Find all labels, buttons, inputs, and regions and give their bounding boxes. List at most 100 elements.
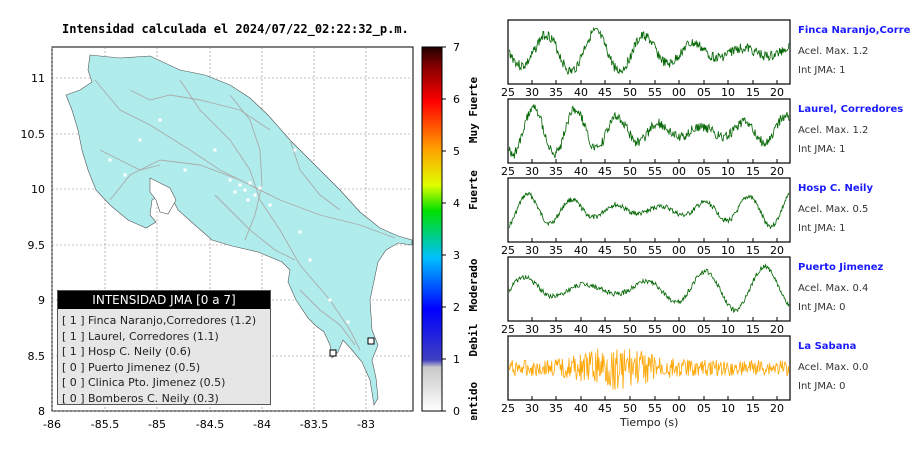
legend-station-label: Laurel, Corredores (1.1) [88, 329, 219, 343]
time-tick-label: 10 [721, 165, 735, 178]
time-tick-label: 45 [598, 86, 612, 99]
time-tick-label: 20 [770, 323, 784, 336]
station-name: Finca Naranjo,Corredores [798, 25, 910, 36]
seismogram-panel: 25 30 35 40 45 50 55 00 05 10 15 20 [501, 177, 791, 257]
town-dot [293, 148, 297, 152]
jma-intensity: Int JMA: 0 [798, 381, 846, 392]
station-name: Puerto Jimenez [798, 262, 884, 273]
lon-tick-label: -86 [43, 418, 61, 431]
time-tick-label: 50 [623, 165, 637, 178]
time-tick-label: 30 [525, 244, 539, 257]
colorbar-tick-label: 6 [453, 93, 460, 106]
time-tick-label: 40 [574, 244, 588, 257]
time-tick-label: 05 [697, 402, 711, 415]
time-tick-label: 05 [697, 244, 711, 257]
station-marker [367, 337, 375, 345]
max-acceleration: Acel. Max. 0.0 [798, 362, 869, 373]
time-tick-label: 15 [746, 323, 760, 336]
jma-intensity: Int JMA: 1 [798, 65, 846, 76]
jma-intensity: Int JMA: 0 [798, 302, 846, 313]
time-tick-label: 10 [721, 244, 735, 257]
map-axis-ticks: -86 -85.5 -85 -84.5 -84 -83.5 -83 11 10.5 10 9.5 9 8… [21, 72, 375, 431]
lat-tick-label: 8 [38, 405, 45, 418]
time-tick-label: 10 [721, 402, 735, 415]
colorbar-tick-label: 7 [453, 41, 460, 54]
lon-tick-label: -85 [148, 418, 166, 431]
time-tick-label: 40 [574, 323, 588, 336]
time-tick-label: 20 [770, 86, 784, 99]
town-dot [238, 183, 242, 187]
lat-tick-label: 10.5 [21, 128, 46, 141]
jma-intensity: Int JMA: 1 [798, 144, 846, 155]
colorbar-tick-label: 3 [453, 249, 460, 262]
legend-station-label: Hosp C. Neily (0.6) [88, 345, 192, 358]
time-tick-label: 00 [672, 323, 686, 336]
time-tick-label: 50 [623, 323, 637, 336]
time-tick-label: 40 [574, 402, 588, 415]
time-tick-label: 15 [746, 402, 760, 415]
seismogram-trace [508, 103, 790, 159]
legend-level: [ 1 ] [62, 329, 85, 343]
colorbar-tick-label: 2 [453, 301, 460, 314]
seismogram-panel: 25 30 35 40 45 50 55 00 05 10 15 20 [501, 19, 791, 99]
colorbar-category-label: Fuerte [467, 170, 480, 210]
town-dot [213, 148, 217, 152]
legend-level: [ 0 ] [62, 376, 85, 389]
time-tick-label: 30 [525, 86, 539, 99]
town-dot [228, 178, 232, 182]
time-tick-label: 25 [501, 86, 515, 99]
seismogram-trace [508, 263, 790, 313]
time-tick-label: 05 [697, 323, 711, 336]
time-tick-label: 40 [574, 86, 588, 99]
lat-tick-label: 9 [38, 294, 45, 307]
seismogram-trace [508, 26, 790, 75]
nicoya-gulf [149, 177, 177, 215]
seismogram-trace [508, 348, 790, 390]
time-tick-label: 25 [501, 165, 515, 178]
legend-title: INTENSIDAD JMA [0 a 7] [58, 291, 270, 309]
seismogram-panel: 25 30 35 40 45 50 55 00 05 10 15 20 [501, 98, 791, 178]
time-tick-label: 35 [549, 323, 563, 336]
time-tick-label: 10 [721, 86, 735, 99]
time-tick-label: 15 [746, 86, 760, 99]
legend-station-label: Finca Naranjo,Corredores (1.2) [88, 314, 257, 327]
time-tick-label: 50 [623, 86, 637, 99]
town-dot [243, 188, 247, 192]
legend-row: [ 0 ] Puerto Jimenez (0.5) [58, 360, 270, 376]
time-tick-label: 25 [501, 402, 515, 415]
legend-row: [ 0 ] Clinica Pto. Jimenez (0.5) [58, 375, 270, 391]
legend-station-label: Bomberos C. Neily (0.3) [88, 391, 219, 405]
colorbar-category-label: No sentido [467, 382, 480, 420]
time-tick-label: 05 [697, 165, 711, 178]
max-acceleration: Acel. Max. 0.4 [798, 283, 869, 294]
colorbar-tick-label: 5 [453, 145, 460, 158]
time-tick-label: 00 [672, 402, 686, 415]
time-tick-label: 45 [598, 323, 612, 336]
time-tick-label: 00 [672, 244, 686, 257]
lon-tick-label: -85.5 [91, 418, 119, 431]
town-dot [328, 298, 332, 302]
time-tick-label: 35 [549, 402, 563, 415]
town-dot [308, 258, 312, 262]
time-tick-label: 25 [501, 244, 515, 257]
legend-level: [ 1 ] [62, 345, 85, 358]
town-dot [246, 198, 250, 202]
seismogram-trace [508, 191, 790, 230]
time-tick-label: 55 [648, 323, 662, 336]
intensity-legend: INTENSIDAD JMA [0 a 7] [ 1 ] Finca Naranj… [57, 290, 271, 405]
time-tick-label: 00 [672, 165, 686, 178]
lat-tick-label: 11 [31, 72, 45, 85]
colorbar-category-label: Muy Fuerte [467, 77, 480, 144]
town-dot [123, 173, 127, 177]
legend-row: [ 1 ] Hosp C. Neily (0.6) [58, 344, 270, 360]
time-tick-label: 10 [721, 323, 735, 336]
town-markers [108, 118, 350, 324]
time-tick-label: 20 [770, 244, 784, 257]
time-tick-label: 35 [549, 165, 563, 178]
costa-rica-landmass [65, 54, 413, 406]
time-tick-label: 40 [574, 165, 588, 178]
lat-tick-label: 8.5 [28, 350, 46, 363]
colorbar-category-label: Debil [467, 323, 480, 356]
lat-tick-label: 10 [31, 183, 45, 196]
legend-level: [ 0 ] [62, 391, 85, 405]
